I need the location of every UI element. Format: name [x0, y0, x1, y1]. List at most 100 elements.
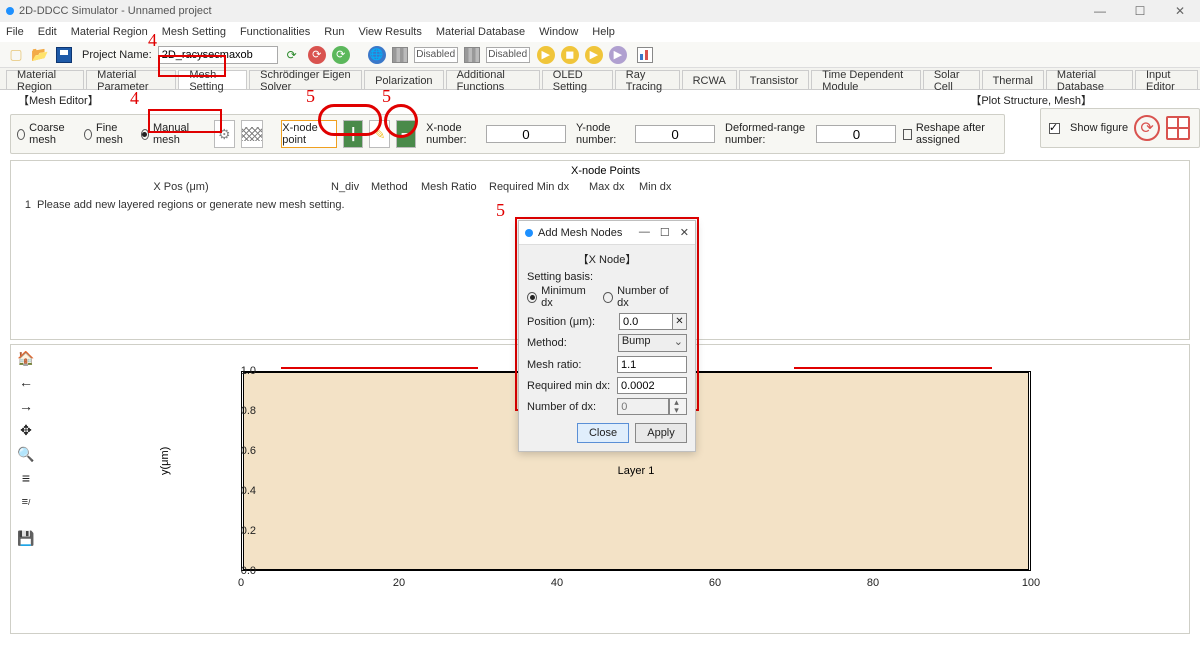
new-icon[interactable]: ▢	[6, 45, 26, 65]
tab-time-dependent[interactable]: Time Dependent Module	[811, 70, 921, 89]
reshape-checkbox[interactable]	[903, 129, 911, 140]
tab-material-region[interactable]: Material Region	[6, 70, 84, 89]
dialog-close-action-button[interactable]: Close	[577, 423, 629, 443]
disabled-box-2[interactable]: Disabled	[486, 47, 530, 63]
xnode-number-input[interactable]	[486, 125, 566, 143]
add-mesh-nodes-dialog: Add Mesh Nodes — ☐ ✕ 【X Node】 Setting ba…	[518, 220, 696, 452]
tab-thermal[interactable]: Thermal	[982, 70, 1044, 89]
add-node-button[interactable]: ＋	[343, 120, 363, 148]
toggle-xnode-point[interactable]: X-node point	[281, 120, 337, 148]
remove-node-button[interactable]: −	[396, 120, 416, 148]
stop-icon[interactable]: ◼	[561, 46, 579, 64]
columns-icon-2[interactable]	[464, 47, 480, 63]
method-select[interactable]: Bump	[618, 334, 687, 352]
apps-grid-button[interactable]	[1166, 116, 1190, 140]
save-icon[interactable]	[54, 45, 74, 65]
close-button[interactable]: ✕	[1160, 0, 1200, 22]
mesh-editor-panel: Coarse mesh Fine mesh Manual mesh ⚙ X-no…	[10, 114, 1005, 154]
required-min-dx-label: Required min dx:	[527, 380, 617, 392]
tab-material-parameter[interactable]: Material Parameter	[86, 70, 176, 89]
menu-edit[interactable]: Edit	[38, 26, 57, 38]
chart-red-segment	[794, 367, 992, 369]
radio-number-of-dx[interactable]: Number of dx	[603, 285, 677, 309]
dialog-minimize-button[interactable]: —	[639, 226, 650, 239]
menu-file[interactable]: File	[6, 26, 24, 38]
x-tick-label: 100	[1011, 577, 1051, 589]
tab-rcwa[interactable]: RCWA	[682, 70, 737, 89]
chart-red-segment	[281, 367, 479, 369]
open-folder-icon[interactable]: 📂	[30, 45, 50, 65]
menu-functionalities[interactable]: Functionalities	[240, 26, 310, 38]
y-tick-label: 0.6	[216, 445, 256, 457]
deformed-range-input[interactable]	[816, 125, 896, 143]
menu-mesh-setting[interactable]: Mesh Setting	[162, 26, 226, 38]
tab-polarization[interactable]: Polarization	[364, 70, 443, 89]
show-figure-label: Show figure	[1070, 122, 1128, 134]
forward-icon[interactable]: →	[17, 397, 35, 415]
run-buttons-group: ▶ ◼ ▶ ▶	[534, 46, 627, 64]
tab-mesh-setting[interactable]: Mesh Setting	[178, 70, 247, 89]
refresh-green-icon[interactable]: ⟳	[332, 46, 350, 64]
menu-view-results[interactable]: View Results	[358, 26, 421, 38]
save-plot-icon[interactable]: 💾	[17, 529, 35, 547]
menu-window[interactable]: Window	[539, 26, 578, 38]
maximize-button[interactable]: ☐	[1120, 0, 1160, 22]
project-name-input[interactable]	[158, 46, 278, 64]
play-icon-3[interactable]: ▶	[609, 46, 627, 64]
menu-material-region[interactable]: Material Region	[71, 26, 148, 38]
radio-coarse-mesh[interactable]: Coarse mesh	[17, 122, 74, 146]
disabled-box-1[interactable]: Disabled	[414, 47, 458, 63]
home-icon[interactable]: 🏠	[17, 349, 35, 367]
radio-manual-mesh[interactable]: Manual mesh	[141, 122, 198, 146]
table-row: 1 Please add new layered regions or gene…	[17, 199, 345, 211]
tab-additional-functions[interactable]: Additional Functions	[446, 70, 540, 89]
minimize-button[interactable]: —	[1080, 0, 1120, 22]
position-input[interactable]	[619, 313, 673, 330]
doc-refresh-icon[interactable]: ⟳	[282, 45, 302, 65]
ynode-number-input[interactable]	[635, 125, 715, 143]
tab-oled-setting[interactable]: OLED Setting	[542, 70, 613, 89]
grid-button[interactable]	[241, 120, 263, 148]
globe-icon[interactable]: 🌐	[368, 46, 386, 64]
refresh-plot-button[interactable]: ⟳	[1134, 115, 1160, 141]
x-tick-label: 80	[853, 577, 893, 589]
required-min-dx-input[interactable]	[617, 377, 687, 394]
columns-icon-1[interactable]	[392, 47, 408, 63]
clear-position-button[interactable]: ✕	[673, 313, 687, 330]
radio-fine-label: Fine mesh	[96, 122, 131, 146]
gear-button[interactable]: ⚙	[214, 120, 234, 148]
setting-basis-label: Setting basis:	[527, 271, 687, 283]
dialog-titlebar[interactable]: Add Mesh Nodes — ☐ ✕	[519, 221, 695, 245]
dialog-body: 【X Node】 Setting basis: Minimum dx Numbe…	[519, 245, 695, 451]
th-maxdx: Max dx	[589, 181, 639, 197]
configure-icon[interactable]: ≡	[17, 469, 35, 487]
menu-material-database[interactable]: Material Database	[436, 26, 525, 38]
tab-ray-tracing[interactable]: Ray Tracing	[615, 70, 680, 89]
tab-transistor[interactable]: Transistor	[739, 70, 810, 89]
play-icon-2[interactable]: ▶	[585, 46, 603, 64]
sliders-icon[interactable]: ≡/	[17, 493, 35, 511]
bar-chart-icon[interactable]	[637, 47, 653, 63]
back-icon[interactable]: ←	[17, 373, 35, 391]
zoom-icon[interactable]: 🔍	[17, 445, 35, 463]
tab-solar-cell[interactable]: Solar Cell	[923, 70, 980, 89]
plot-side-toolbar: 🏠 ← → ✥ 🔍 ≡ ≡/ 💾	[17, 349, 35, 547]
deformed-range-label: Deformed-range number:	[725, 122, 812, 146]
menu-help[interactable]: Help	[592, 26, 615, 38]
menu-run[interactable]: Run	[324, 26, 344, 38]
pan-icon[interactable]: ✥	[17, 421, 35, 439]
play-icon-1[interactable]: ▶	[537, 46, 555, 64]
radio-fine-mesh[interactable]: Fine mesh	[84, 122, 131, 146]
mesh-ratio-input[interactable]	[617, 356, 687, 373]
dialog-apply-button[interactable]: Apply	[635, 423, 687, 443]
edit-node-button[interactable]: ✎	[369, 120, 389, 148]
number-of-dx-spinner[interactable]	[669, 398, 687, 415]
tab-input-editor[interactable]: Input Editor	[1135, 70, 1198, 89]
dialog-close-button[interactable]: ✕	[680, 226, 689, 239]
tab-material-database[interactable]: Material Database	[1046, 70, 1133, 89]
y-tick-label: 1.0	[216, 365, 256, 377]
radio-minimum-dx[interactable]: Minimum dx	[527, 285, 595, 309]
dialog-maximize-button[interactable]: ☐	[660, 226, 670, 239]
refresh-red-icon[interactable]: ⟳	[308, 46, 326, 64]
show-figure-checkbox[interactable]	[1049, 123, 1060, 134]
